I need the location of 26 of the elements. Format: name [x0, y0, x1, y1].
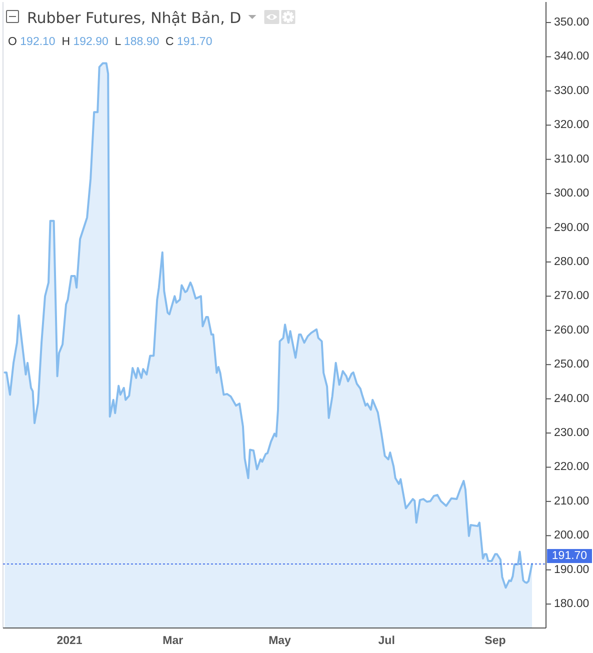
y-tick-label: 190.00 [554, 564, 590, 576]
y-tick-label: 220.00 [554, 461, 590, 474]
y-tick-label: 200.00 [554, 530, 590, 542]
y-tick-label: 240.00 [554, 392, 590, 405]
y-tick-label: 340.00 [554, 50, 590, 63]
y-tick-label: 180.00 [554, 598, 590, 610]
y-tick-label: 330.00 [554, 84, 590, 97]
x-tick-label: May [268, 635, 292, 647]
y-tick-label: 290.00 [554, 222, 590, 234]
x-tick-label: Mar [162, 635, 184, 647]
y-tick-label: 320.00 [554, 119, 590, 132]
x-tick-label: Jul [378, 635, 395, 647]
y-tick-label: 270.00 [554, 290, 590, 302]
ref-line-label: 191.70 [552, 550, 588, 562]
y-tick-label: 300.00 [554, 188, 590, 200]
y-tick-label: 250.00 [554, 358, 590, 371]
x-tick-label: Sep [484, 635, 506, 647]
x-tick-label: 2021 [56, 635, 83, 647]
text: Rubber Futures, Nhật Bản, D [27, 9, 242, 27]
annotation: O 192.10 H 192.90 L 188.90 C 191.70 [8, 36, 212, 48]
y-tick-label: 260.00 [554, 324, 590, 336]
y-tick-label: 310.00 [554, 153, 590, 166]
y-tick-label: 350.00 [554, 16, 590, 29]
y-tick-label: 230.00 [554, 427, 590, 440]
y-tick-label: 280.00 [554, 256, 590, 268]
y-tick-label: 210.00 [554, 495, 590, 508]
